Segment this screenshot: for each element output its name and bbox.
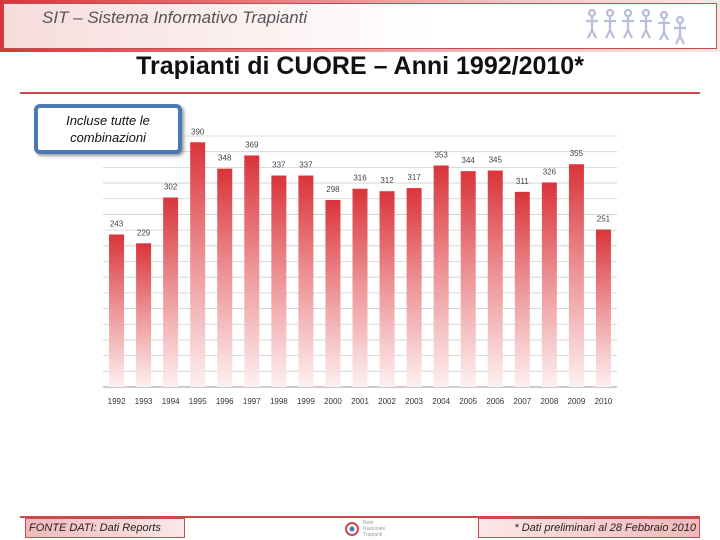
- bar-value-label: 345: [489, 156, 503, 165]
- footer-divider: [20, 516, 700, 518]
- bar-value-label: 312: [380, 176, 394, 185]
- bar-value-label: 369: [245, 140, 259, 149]
- chart-bar: [541, 182, 557, 387]
- x-tick-label: 2005: [459, 397, 477, 406]
- bar-value-label: 337: [272, 161, 286, 170]
- chart-bar: [217, 168, 233, 387]
- x-tick-label: 2008: [540, 397, 558, 406]
- x-tick-label: 2010: [595, 397, 613, 406]
- bar-value-label: 326: [543, 167, 557, 176]
- bar-value-label: 243: [110, 220, 124, 229]
- chart-bar: [487, 170, 503, 387]
- bar-value-label: 390: [191, 127, 205, 136]
- chart-bar: [271, 175, 287, 387]
- bar-value-label: 298: [326, 185, 340, 194]
- x-tick-label: 1993: [135, 397, 153, 406]
- x-tick-label: 2000: [324, 397, 342, 406]
- chart-bar: [136, 243, 152, 387]
- bar-value-label: 355: [570, 149, 584, 158]
- x-tick-label: 2004: [432, 397, 450, 406]
- chart-x-ticks: 1992 1993 1994 1995 1996 1997 1998 1999 2000 2001…: [108, 397, 613, 406]
- bar-value-label: 317: [407, 173, 421, 182]
- chart-bar: [379, 191, 395, 387]
- chart-bars: [109, 142, 611, 387]
- x-tick-label: 1999: [297, 397, 315, 406]
- header-title: SIT – Sistema Informativo Trapianti: [42, 8, 308, 27]
- x-tick-label: 2007: [513, 397, 531, 406]
- chart-bar: [109, 234, 125, 387]
- chart-bar: [568, 164, 584, 387]
- x-tick-label: 1996: [216, 397, 234, 406]
- x-tick-label: 1992: [108, 397, 126, 406]
- chart-bar: [595, 229, 611, 387]
- page-title: Trapianti di CUORE – Anni 1992/2010*: [136, 52, 584, 80]
- bar-value-label: 344: [462, 156, 476, 165]
- footer-source: FONTE DATI: Dati Reports: [25, 518, 185, 538]
- bar-value-label: 229: [137, 228, 151, 237]
- title-divider: [20, 92, 700, 94]
- x-tick-label: 2003: [405, 397, 423, 406]
- x-tick-label: 1995: [189, 397, 207, 406]
- chart-bar: [433, 165, 449, 387]
- chart-bar: [460, 171, 476, 387]
- bar-value-label: 337: [299, 161, 313, 170]
- bar-value-label: 316: [353, 174, 367, 183]
- x-tick-label: 2006: [486, 397, 504, 406]
- chart-data-labels: 243 229 302 390 348 369 337 337 298 316 312 317 353 3…: [110, 127, 611, 237]
- x-tick-label: 2009: [568, 397, 586, 406]
- x-tick-label: 1994: [162, 397, 180, 406]
- x-tick-label: 2001: [351, 397, 369, 406]
- chart-bar: [163, 197, 179, 387]
- chart-bar: [190, 142, 206, 387]
- bar-value-label: 302: [164, 182, 178, 191]
- chart-bar: [352, 188, 368, 387]
- header-panel: SIT – Sistema Informativo Trapianti: [3, 3, 717, 49]
- chart-bar: [244, 155, 260, 387]
- chart-bar: [298, 175, 314, 387]
- chart-bar: [406, 188, 422, 387]
- bar-value-label: 251: [597, 214, 611, 223]
- cnt-logo-icon: [345, 522, 359, 536]
- chart-bar: [325, 200, 341, 387]
- x-tick-label: 1997: [243, 397, 261, 406]
- combinations-callout: Incluse tutte le combinazioni: [34, 104, 182, 154]
- chart-bar: [514, 191, 530, 387]
- people-chain-icon: [586, 8, 686, 45]
- footer-note: * Dati preliminari al 28 Febbraio 2010: [478, 518, 700, 538]
- x-tick-label: 1998: [270, 397, 288, 406]
- x-tick-label: 2002: [378, 397, 396, 406]
- footer-logo-text: Rete Nazionale Trapianti: [363, 520, 386, 538]
- bar-value-label: 311: [516, 177, 529, 186]
- bar-value-label: 348: [218, 154, 232, 163]
- bar-value-label: 353: [434, 150, 448, 159]
